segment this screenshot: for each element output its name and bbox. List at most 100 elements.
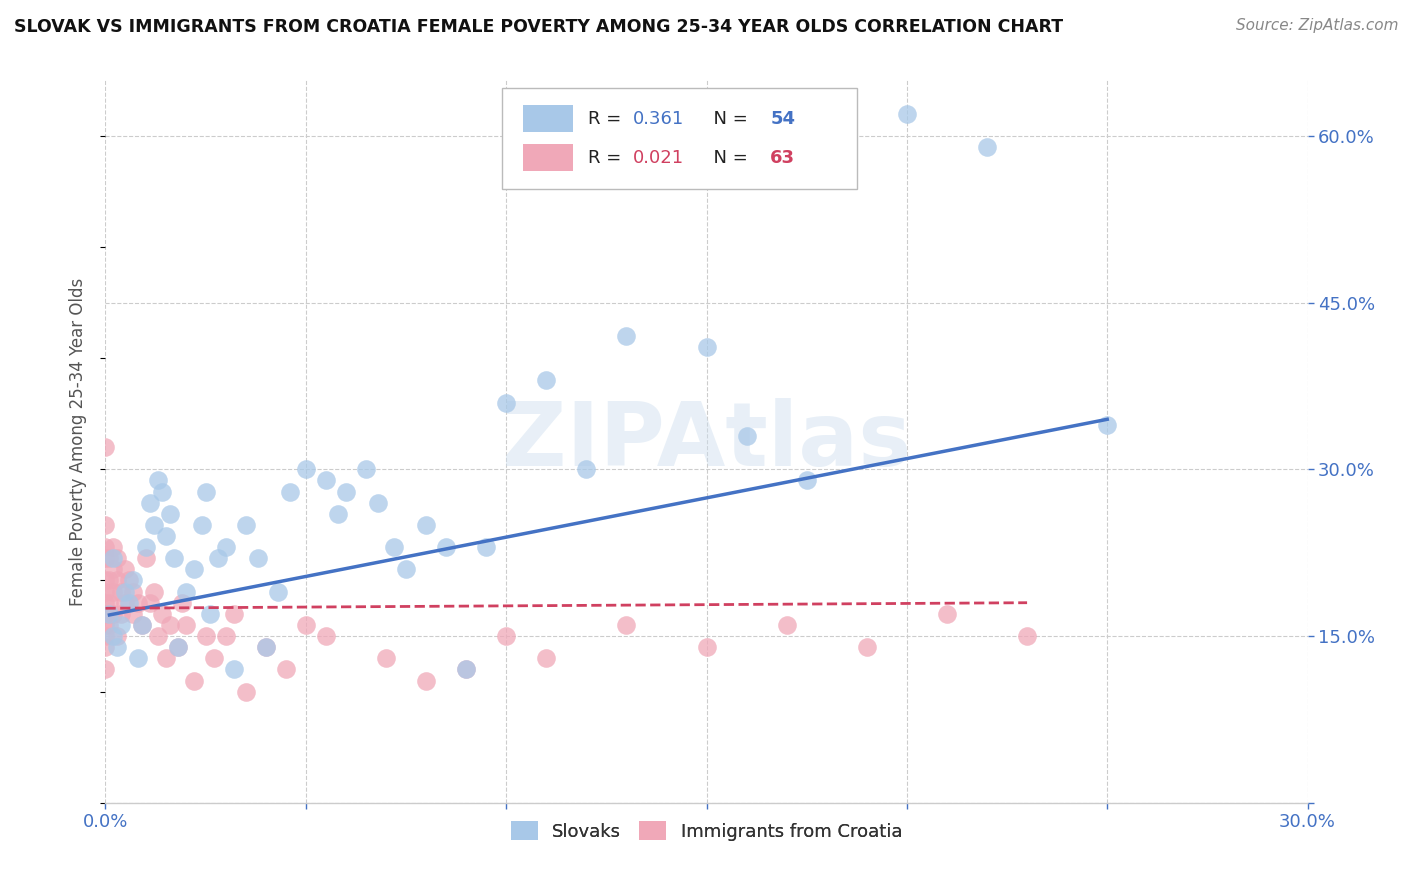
Point	[103, 629, 125, 643]
Point	[174, 584, 197, 599]
Point	[166, 640, 188, 655]
Point	[107, 629, 129, 643]
Point	[495, 395, 517, 409]
Point	[122, 574, 145, 588]
Point	[155, 651, 177, 665]
Point	[94, 584, 117, 599]
Point	[138, 596, 160, 610]
Point	[796, 474, 818, 488]
Point	[114, 562, 136, 576]
Point	[222, 662, 245, 676]
Point	[194, 484, 217, 499]
Point	[616, 618, 638, 632]
Point	[190, 517, 212, 532]
Point	[159, 507, 181, 521]
Bar	[523, 105, 574, 132]
Point	[194, 629, 217, 643]
Point	[896, 106, 918, 120]
Text: 54: 54	[770, 110, 796, 128]
Point	[103, 584, 125, 599]
Point	[315, 474, 337, 488]
Text: ZIPAtlas: ZIPAtlas	[502, 398, 911, 485]
Point	[214, 629, 236, 643]
Point	[536, 373, 558, 387]
Point	[135, 551, 157, 566]
Point	[114, 596, 136, 610]
Point	[246, 551, 269, 566]
Point	[150, 607, 173, 621]
Point	[122, 584, 145, 599]
Point	[367, 496, 389, 510]
Text: 63: 63	[770, 149, 796, 167]
Point	[198, 607, 221, 621]
Point	[696, 340, 718, 354]
Point	[103, 551, 125, 566]
Point	[235, 684, 257, 698]
Point	[155, 529, 177, 543]
Point	[222, 607, 245, 621]
Point	[1097, 417, 1119, 432]
Point	[114, 584, 136, 599]
Point	[434, 540, 457, 554]
Text: SLOVAK VS IMMIGRANTS FROM CROATIA FEMALE POVERTY AMONG 25-34 YEAR OLDS CORRELATI: SLOVAK VS IMMIGRANTS FROM CROATIA FEMALE…	[14, 18, 1063, 36]
Point	[254, 640, 277, 655]
Point	[94, 540, 117, 554]
Point	[146, 629, 169, 643]
Point	[278, 484, 301, 499]
Point	[235, 517, 257, 532]
Legend: Slovaks, Immigrants from Croatia: Slovaks, Immigrants from Croatia	[503, 814, 910, 848]
Point	[146, 474, 169, 488]
Point	[274, 662, 297, 676]
Point	[103, 540, 125, 554]
Point	[976, 140, 998, 154]
Point	[94, 640, 117, 655]
Point	[98, 607, 121, 621]
Point	[127, 596, 149, 610]
Point	[159, 618, 181, 632]
Point	[415, 517, 437, 532]
Point	[98, 596, 121, 610]
Point	[1017, 629, 1039, 643]
Text: R =: R =	[588, 149, 627, 167]
Y-axis label: Female Poverty Among 25-34 Year Olds: Female Poverty Among 25-34 Year Olds	[69, 277, 87, 606]
Point	[131, 618, 153, 632]
Text: N =: N =	[702, 110, 754, 128]
Point	[315, 629, 337, 643]
Point	[110, 618, 132, 632]
Point	[118, 596, 141, 610]
Point	[382, 540, 405, 554]
Point	[103, 607, 125, 621]
Point	[335, 484, 357, 499]
Point	[122, 607, 145, 621]
Point	[295, 462, 318, 476]
Point	[94, 607, 117, 621]
Point	[616, 329, 638, 343]
Point	[127, 651, 149, 665]
Point	[776, 618, 799, 632]
Point	[855, 640, 877, 655]
Point	[94, 574, 117, 588]
Point	[495, 629, 517, 643]
Point	[536, 651, 558, 665]
Point	[267, 584, 290, 599]
Point	[183, 673, 205, 688]
Point	[110, 607, 132, 621]
Text: R =: R =	[588, 110, 627, 128]
Point	[107, 574, 129, 588]
Point	[142, 584, 165, 599]
Bar	[523, 144, 574, 171]
Point	[103, 562, 125, 576]
Point	[326, 507, 349, 521]
Point	[395, 562, 418, 576]
Point	[110, 584, 132, 599]
Point	[150, 484, 173, 499]
Point	[94, 517, 117, 532]
Point	[94, 440, 117, 454]
Text: Source: ZipAtlas.com: Source: ZipAtlas.com	[1236, 18, 1399, 33]
Point	[170, 596, 193, 610]
Point	[135, 540, 157, 554]
Text: N =: N =	[702, 149, 754, 167]
Point	[183, 562, 205, 576]
Point	[214, 540, 236, 554]
Point	[174, 618, 197, 632]
